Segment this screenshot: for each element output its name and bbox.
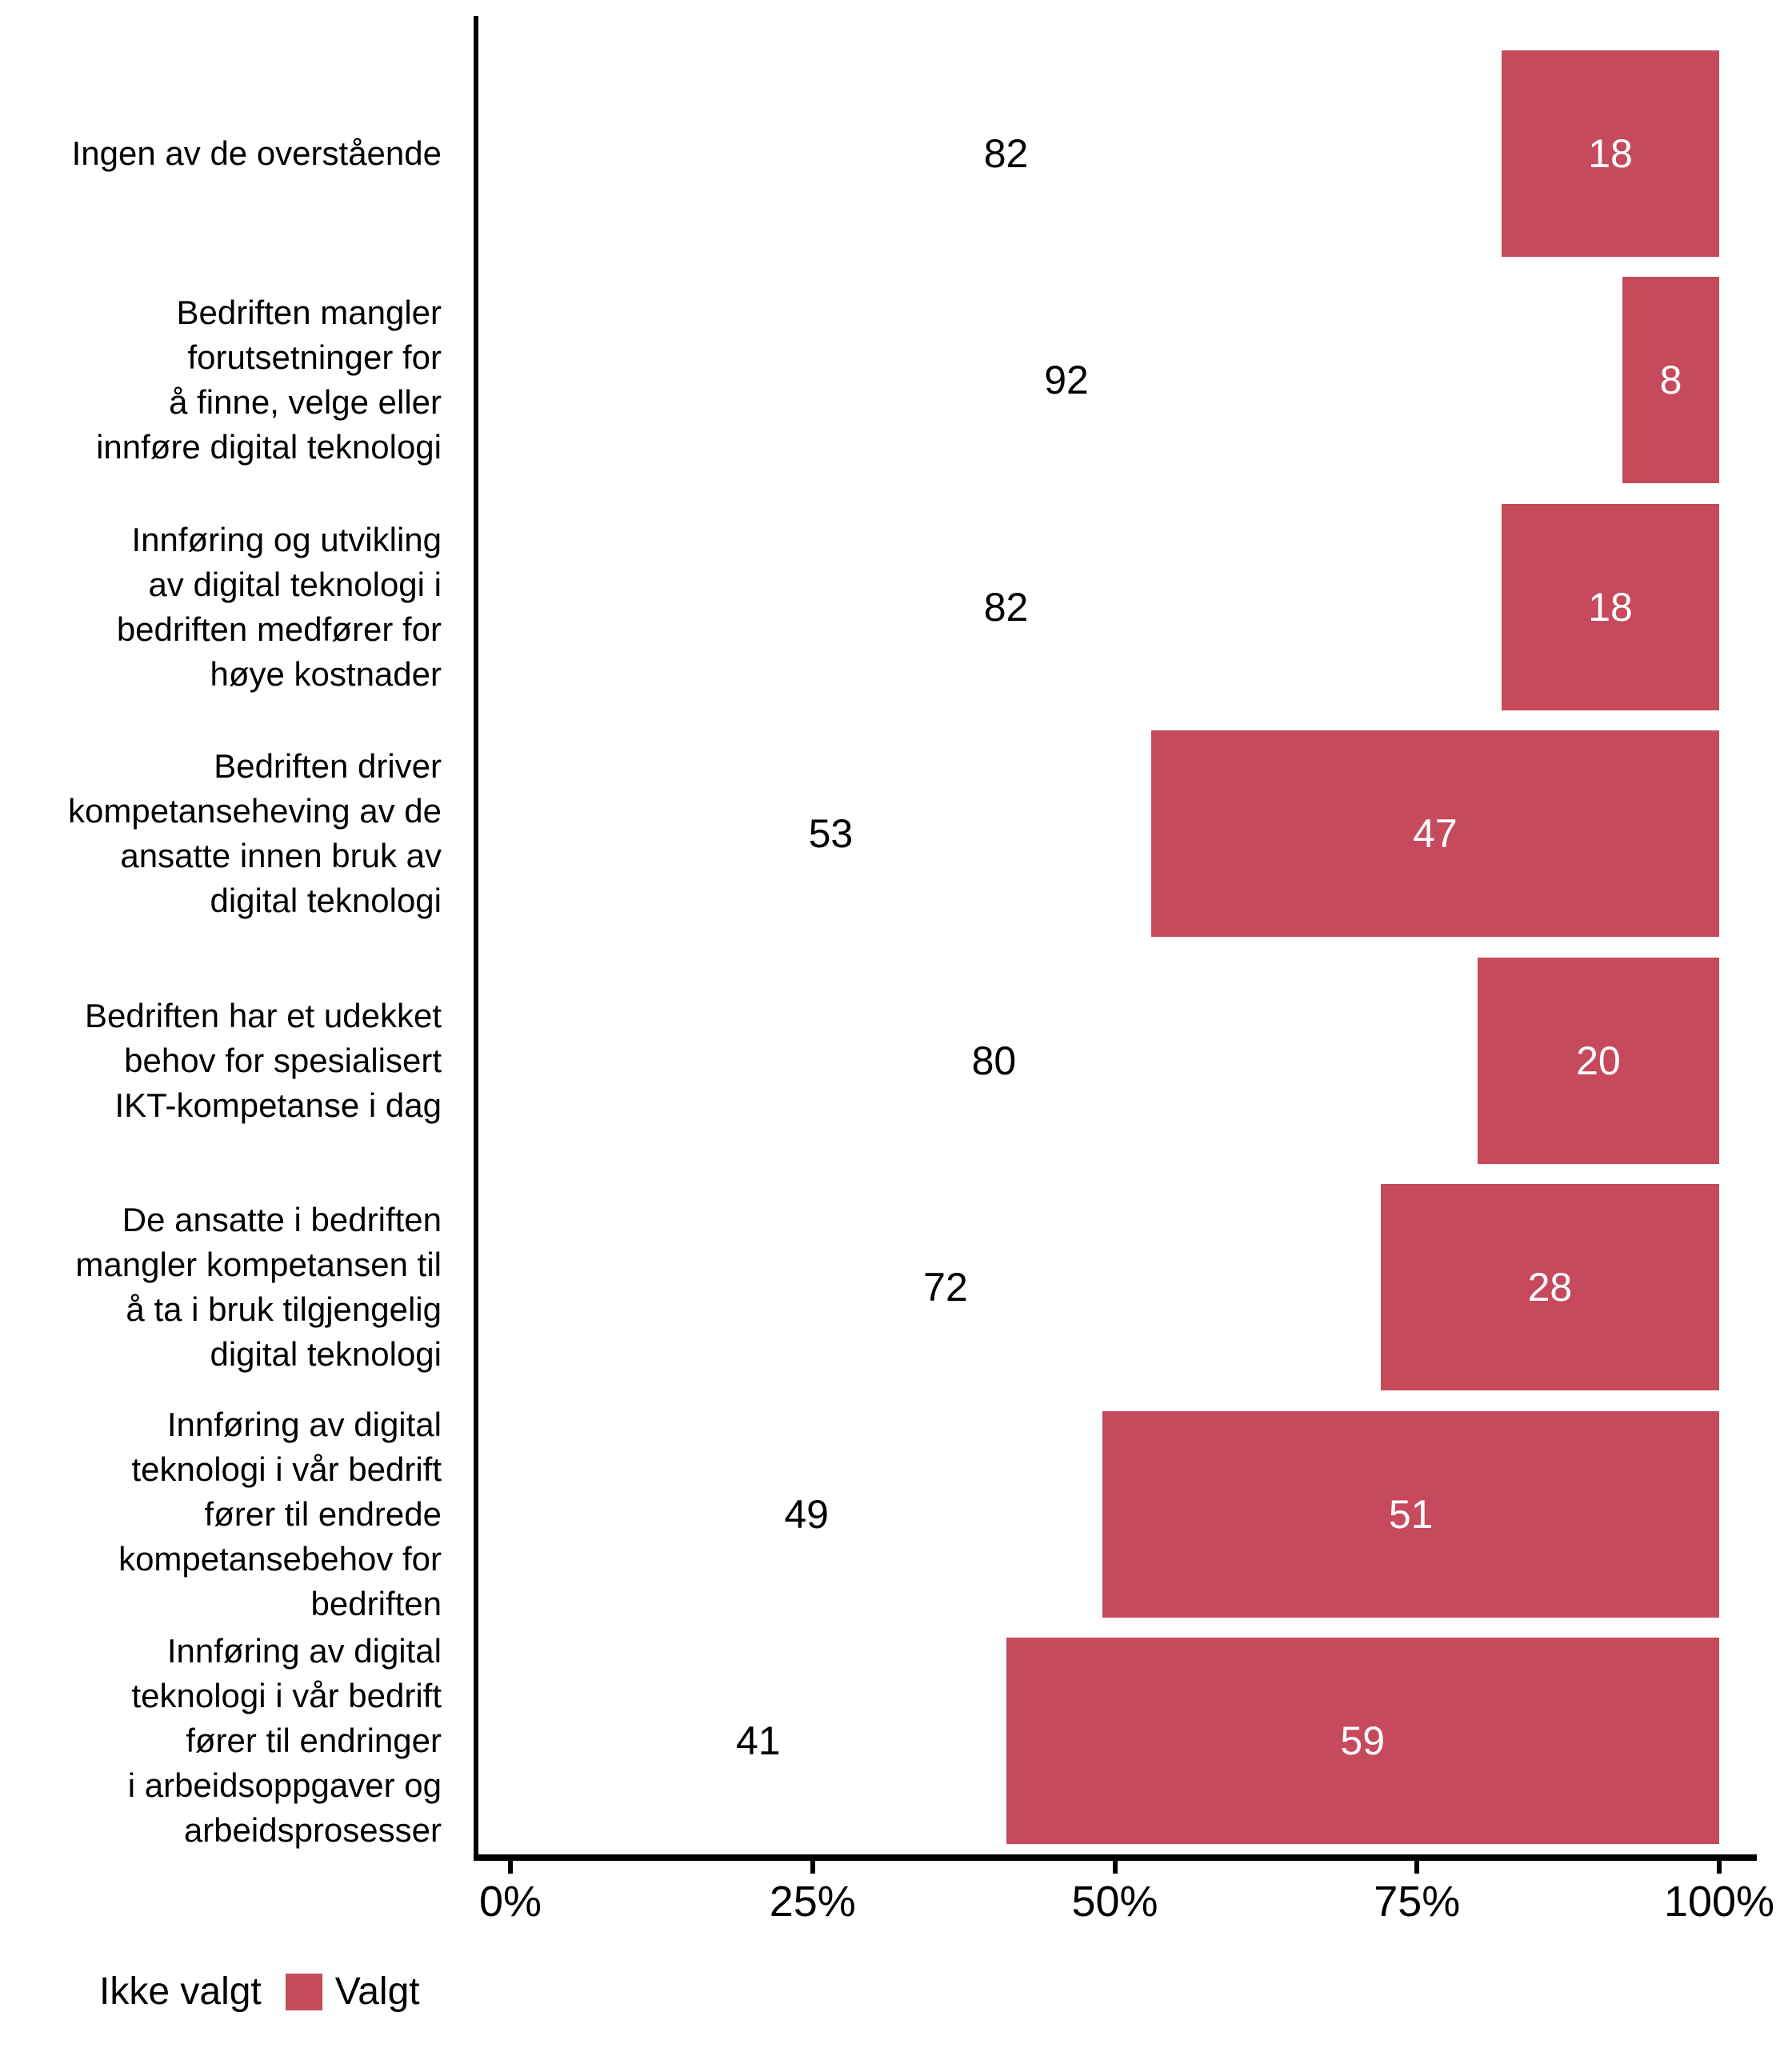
bar-value-not-selected: 72 (923, 1265, 968, 1310)
stacked-bar: 41 59 (510, 1638, 1719, 1845)
bar-segment-not-selected: 82 (510, 503, 1502, 710)
x-axis-tick-label: 100% (1663, 1878, 1775, 1926)
bar-row: 53 47 (510, 721, 1719, 948)
bar-segment-not-selected: 72 (510, 1184, 1381, 1391)
stacked-bar: 53 47 (510, 730, 1719, 938)
x-axis-tick-label: 0% (478, 1878, 542, 1926)
x-axis-tick (810, 1861, 815, 1874)
x-axis-tick-labels: 0% 25% 50% 75% 100% (479, 1877, 1774, 1933)
x-axis-line (474, 1854, 1757, 1861)
stacked-bar: 80 20 (510, 957, 1719, 1164)
bar-value-selected: 18 (1588, 584, 1633, 630)
x-axis-tick-label: 25% (769, 1878, 856, 1926)
y-axis-category-label: Innføring av digital teknologi i vår bed… (127, 1632, 442, 1850)
bar-row: 82 18 (510, 494, 1719, 721)
x-axis-ticks (508, 1861, 1722, 1874)
stacked-bar: 82 18 (510, 503, 1719, 710)
bar-row: 49 51 (510, 1401, 1719, 1628)
legend-key-not-selected (50, 1973, 86, 2010)
legend-key-selected (285, 1973, 322, 2010)
bar-row: 82 18 (510, 40, 1719, 267)
bar-value-not-selected: 49 (784, 1491, 829, 1537)
y-axis-category-label: Innføring og utvikling av digital teknol… (116, 520, 442, 693)
bar-segment-selected: 47 (1150, 730, 1719, 938)
bar-segment-selected: 8 (1622, 277, 1719, 484)
bar-segment-selected: 20 (1477, 957, 1719, 1164)
bar-value-selected: 20 (1576, 1038, 1621, 1083)
y-axis-category-label: De ansatte i bedriften mangler kompetans… (75, 1201, 442, 1374)
bar-value-selected: 47 (1413, 811, 1458, 857)
bar-segment-selected: 28 (1380, 1184, 1719, 1391)
bar-segment-not-selected: 82 (510, 50, 1502, 257)
bar-row: 92 8 (510, 267, 1719, 494)
bar-value-not-selected: 53 (808, 811, 854, 857)
bar-segment-not-selected: 92 (510, 277, 1623, 484)
bar-value-not-selected: 80 (971, 1038, 1017, 1083)
legend-label-selected: Valgt (334, 1970, 420, 2013)
bar-row: 80 20 (510, 947, 1719, 1174)
legend-item-selected: Valgt (285, 1970, 420, 2014)
bar-segment-not-selected: 49 (510, 1410, 1103, 1618)
bar-value-not-selected: 92 (1044, 358, 1089, 403)
bar-value-selected: 59 (1340, 1718, 1386, 1764)
y-axis-line (474, 16, 478, 1861)
x-axis-tick (1414, 1861, 1420, 1874)
bar-segment-not-selected: 41 (510, 1638, 1006, 1845)
y-axis-category-label: Innføring av digital teknologi i vår bed… (118, 1405, 442, 1622)
bar-value-not-selected: 41 (735, 1718, 781, 1764)
bar-value-not-selected: 82 (983, 130, 1029, 176)
legend-item-not-selected: Ikke valgt (50, 1970, 262, 2014)
bar-segment-selected: 59 (1006, 1638, 1719, 1845)
stacked-bar: 82 18 (510, 50, 1719, 257)
legend: Ikke valgt Valgt (50, 1970, 420, 2014)
y-axis-category-label: Ingen av de overstående (71, 134, 442, 172)
bar-segment-selected: 18 (1502, 50, 1719, 257)
plot-area: 82 18 92 8 82 18 53 47 80 20 (510, 40, 1719, 1854)
stacked-bar: 49 51 (510, 1410, 1719, 1618)
x-axis-tick-label: 50% (1071, 1878, 1158, 1926)
bar-segment-not-selected: 80 (510, 957, 1478, 1164)
bar-value-selected: 51 (1388, 1491, 1434, 1537)
bar-value-selected: 18 (1588, 130, 1633, 176)
x-axis-tick (508, 1861, 513, 1874)
bar-row: 72 28 (510, 1174, 1719, 1402)
x-axis-tick (1112, 1861, 1118, 1874)
stacked-bar: 92 8 (510, 277, 1719, 484)
bar-segment-selected: 51 (1102, 1410, 1719, 1618)
legend-label-not-selected: Ikke valgt (99, 1970, 262, 2013)
x-axis-tick-label: 75% (1374, 1878, 1461, 1926)
y-axis-category-labels: Ingen av de overstående Bedriften mangle… (0, 40, 442, 1854)
bar-row: 41 59 (510, 1628, 1719, 1855)
y-axis-category-label: Bedriften har et udekket behov for spesi… (85, 996, 442, 1124)
bar-value-selected: 28 (1527, 1265, 1573, 1310)
x-axis-tick (1717, 1861, 1722, 1874)
bar-segment-selected: 18 (1502, 503, 1719, 710)
y-axis-category-label: Bedriften mangler forutsetninger for å f… (96, 294, 442, 466)
bar-value-selected: 8 (1659, 358, 1682, 403)
y-axis-category-label: Bedriften driver kompetanseheving av de … (68, 747, 442, 920)
stacked-bar: 72 28 (510, 1184, 1719, 1391)
bar-segment-not-selected: 53 (510, 730, 1151, 938)
bar-value-not-selected: 82 (983, 584, 1029, 630)
